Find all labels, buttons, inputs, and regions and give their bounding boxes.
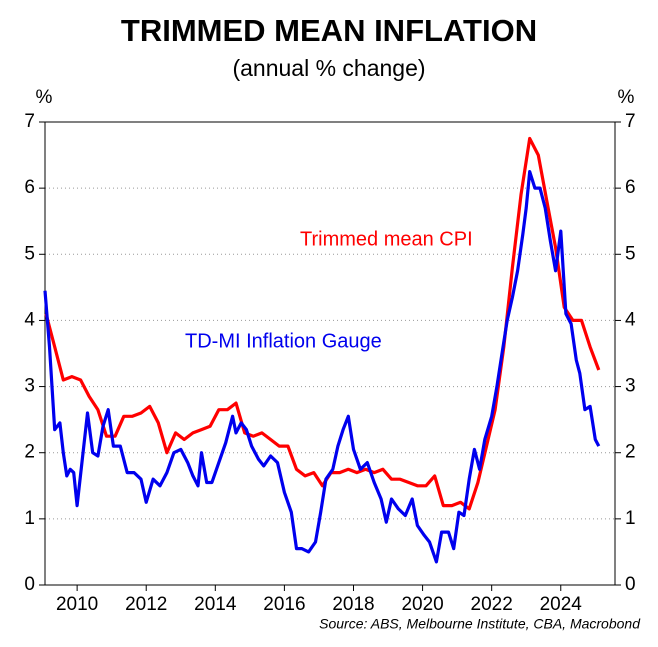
y2-tick-label: 4 bbox=[625, 309, 636, 330]
y-tick-label: 3 bbox=[24, 376, 35, 397]
x-tick-label: 2016 bbox=[263, 594, 305, 615]
x-tick-label: 2020 bbox=[401, 594, 443, 615]
chart-subtitle: (annual % change) bbox=[232, 55, 425, 81]
x-tick-label: 2010 bbox=[56, 594, 98, 615]
y-axis-label: % bbox=[36, 87, 53, 108]
y-tick-label: 5 bbox=[24, 243, 35, 264]
x-tick-label: 2012 bbox=[125, 594, 167, 615]
series-annotation: TD-MI Inflation Gauge bbox=[185, 330, 382, 352]
chart-title: TRIMMED MEAN INFLATION bbox=[121, 13, 537, 48]
y-tick-label: 0 bbox=[24, 574, 35, 595]
x-tick-label: 2024 bbox=[540, 594, 583, 615]
source-note: Source: ABS, Melbourne Institute, CBA, M… bbox=[319, 616, 641, 632]
y2-tick-label: 7 bbox=[625, 111, 636, 132]
y2-tick-label: 5 bbox=[625, 243, 636, 264]
y2-tick-label: 2 bbox=[625, 442, 636, 463]
plot-frame bbox=[44, 121, 616, 586]
y2-tick-label: 3 bbox=[625, 376, 636, 397]
y2-tick-label: 1 bbox=[625, 508, 636, 529]
y-tick-label: 2 bbox=[24, 442, 35, 463]
y-tick-label: 7 bbox=[24, 111, 35, 132]
y2-tick-label: 0 bbox=[625, 574, 636, 595]
series-annotation: Trimmed mean CPI bbox=[300, 228, 473, 250]
x-tick-label: 2014 bbox=[194, 594, 237, 615]
y-tick-label: 6 bbox=[24, 177, 35, 198]
y2-axis-label: % bbox=[618, 87, 635, 108]
x-tick-label: 2022 bbox=[471, 594, 513, 615]
y2-tick-label: 6 bbox=[625, 177, 636, 198]
x-tick-label: 2018 bbox=[332, 594, 374, 615]
y-tick-label: 1 bbox=[24, 508, 35, 529]
y-tick-label: 4 bbox=[24, 309, 35, 330]
series-line bbox=[43, 170, 601, 564]
